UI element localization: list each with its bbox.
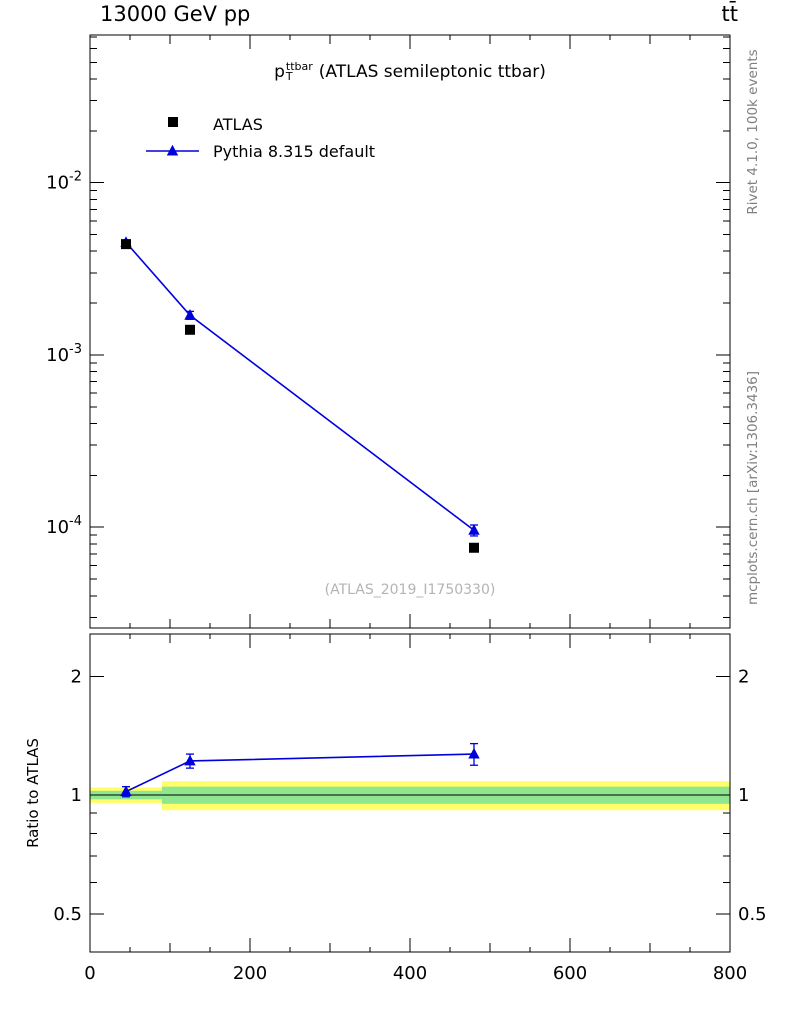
y-tick-label-ratio-right: 0.5: [738, 904, 767, 925]
y-tick-label-main: 10-4: [46, 514, 82, 538]
analysis-id-watermark: (ATLAS_2019_I1750330): [325, 582, 496, 598]
x-tick-label: 800: [713, 963, 747, 984]
observable-subscript: T: [285, 70, 293, 83]
legend-label-atlas: ATLAS: [213, 115, 263, 134]
observable-superscript: ttbar: [285, 60, 313, 73]
atlas-marker: [185, 324, 195, 335]
observable-description: (ATLAS semileptonic ttbar): [318, 62, 546, 82]
x-tick-label: 400: [393, 963, 427, 984]
ratio-uncertainty-bands: [90, 781, 730, 811]
panel-frames: [89, 34, 731, 953]
series-pythia-main: [120, 236, 480, 537]
rivet-version-note: Rivet 4.1.0, 100k events: [745, 49, 761, 214]
x-tick-label: 200: [233, 963, 267, 984]
pythia-marker: [184, 309, 196, 320]
legend-label-pythia: Pythia 8.315 default: [213, 142, 375, 161]
y-tick-label-ratio-right: 2: [738, 666, 749, 687]
y-axis-labels-ratio: 0.5 0.5 1 1 2 2: [53, 666, 766, 924]
pythia-marker: [468, 524, 480, 535]
observable-title: p ttbar T (ATLAS semileptonic ttbar): [90, 60, 730, 83]
pythia-ratio-marker: [468, 747, 480, 759]
y-tick-label-ratio-left: 0.5: [53, 904, 82, 925]
y-tick-label-main: 10-2: [46, 170, 82, 194]
x-tick-label: 0: [84, 963, 95, 984]
atlas-marker: [469, 542, 479, 553]
chart-render-layer: 10-4 10-3 10-2 0.5 0.5 1 1 2 2 0 200 400 600 800 ATLAS…: [46, 34, 767, 984]
pythia-ratio-marker: [120, 785, 132, 797]
legend-marker-pythia: [166, 144, 179, 156]
mcplots-citation-note: mcplots.cern.ch [arXiv:1306.3436]: [745, 371, 761, 605]
x-axis-labels: 0 200 400 600 800: [84, 963, 747, 984]
y-tick-label-ratio-right: 1: [738, 785, 749, 806]
observable-symbol: p: [274, 62, 285, 82]
tick-marks: [89, 35, 731, 953]
y-axis-labels-main: 10-4 10-3 10-2: [46, 170, 82, 539]
series-pythia-ratio: [120, 742, 480, 798]
pythia-ratio-marker: [184, 754, 196, 766]
ratio-axis-label: Ratio to ATLAS: [24, 738, 42, 848]
series-atlas-main: [121, 239, 479, 553]
beam-energy-label: 13000 GeV pp: [100, 2, 251, 26]
y-tick-label-main: 10-3: [46, 342, 82, 366]
y-tick-label-ratio-left: 2: [71, 666, 82, 687]
process-label: tt̄: [721, 2, 738, 26]
legend-marker-atlas: [168, 117, 178, 127]
y-tick-label-ratio-left: 1: [71, 785, 82, 806]
legend: ATLAS Pythia 8.315 default: [146, 115, 375, 161]
atlas-marker: [121, 239, 131, 250]
x-tick-label: 600: [553, 963, 587, 984]
observable-subsup: ttbar T: [285, 60, 313, 83]
